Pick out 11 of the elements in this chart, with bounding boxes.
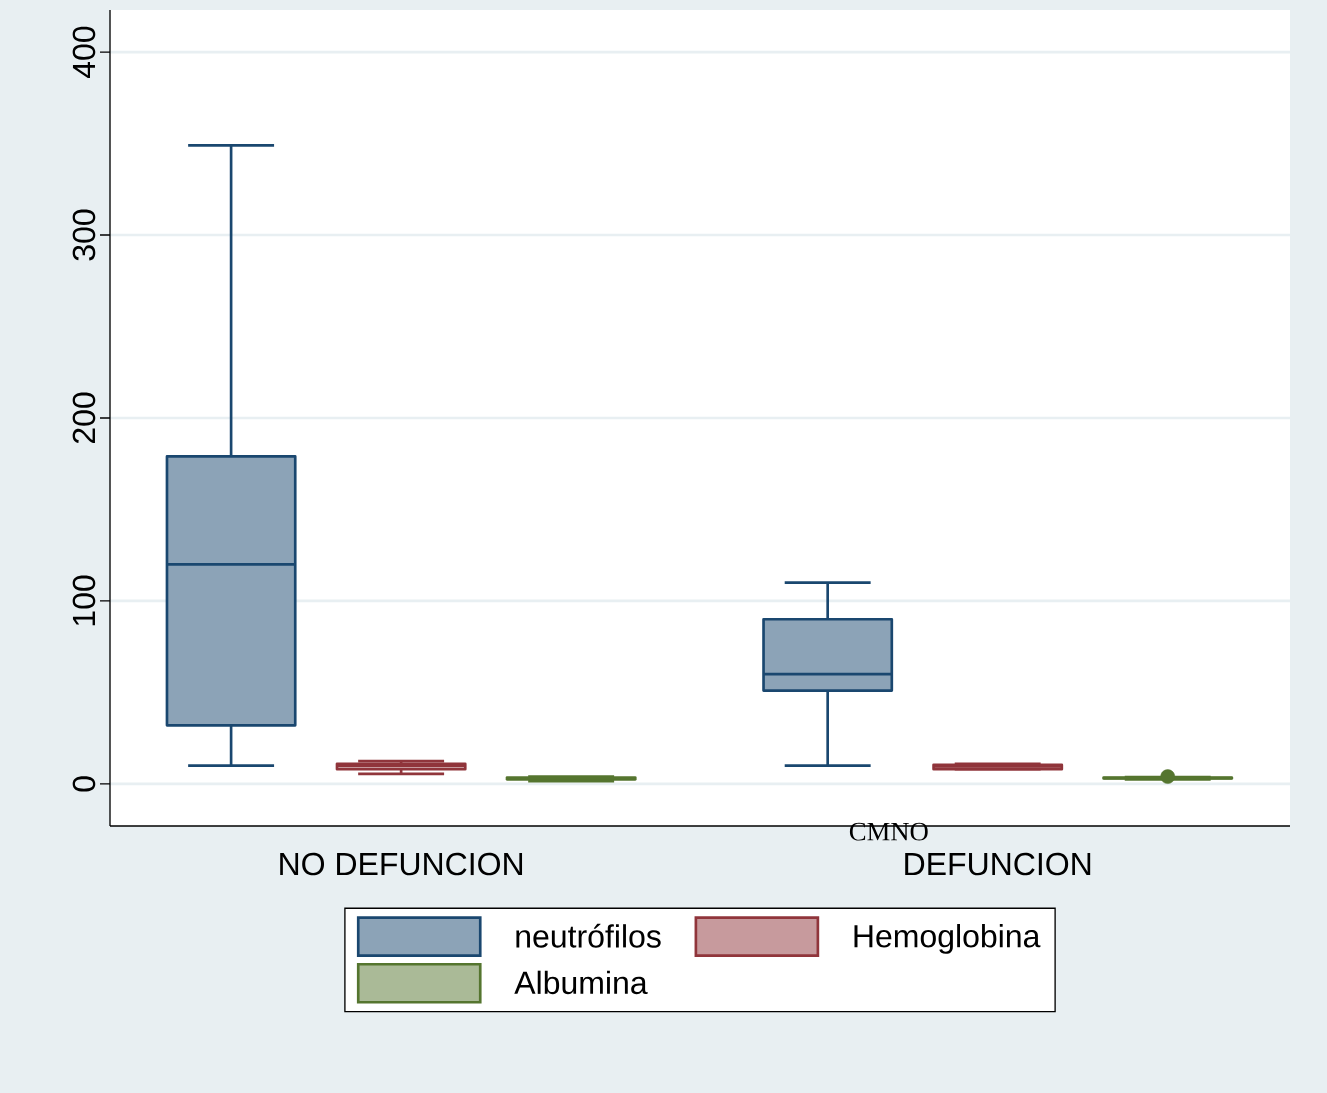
y-tick-label: 400 bbox=[72, 26, 96, 79]
legend-label: neutrófilos bbox=[516, 923, 661, 948]
y-tick-label: 0 bbox=[72, 776, 96, 792]
x-tick-label: NO DEFUNCION bbox=[280, 852, 523, 876]
x-tick-label: DEFUNCION bbox=[905, 852, 1091, 876]
x-axis-title: CMNO bbox=[849, 822, 928, 841]
legend-label: Hemoglobina bbox=[854, 924, 1041, 954]
y-tick-label: 200 bbox=[72, 392, 96, 444]
y-tick-label: 300 bbox=[72, 209, 96, 261]
y-tick-label: 100 bbox=[72, 575, 96, 626]
legend-label: Albumina bbox=[514, 970, 648, 995]
